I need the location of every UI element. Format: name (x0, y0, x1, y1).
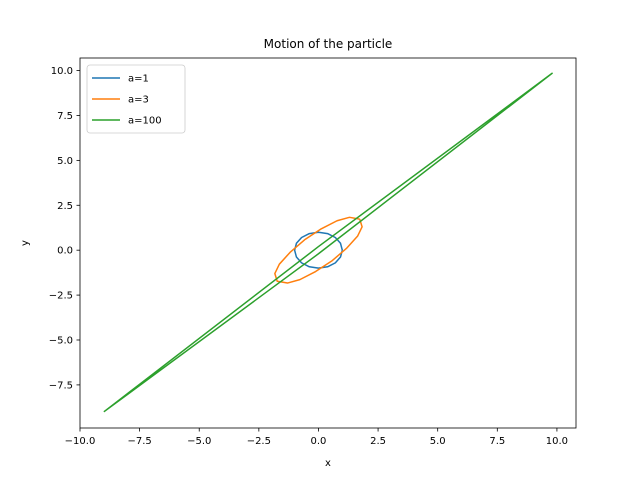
legend-label-3: a=100 (128, 116, 162, 127)
x-tick-label: 5.0 (430, 436, 446, 447)
x-axis-label: x (325, 458, 331, 469)
legend-entries: a=1 a=3 a=100 (92, 74, 162, 127)
x-tick-label: −10.0 (65, 436, 96, 447)
legend-label-2: a=3 (128, 95, 149, 106)
y-tick-label: −5.0 (49, 335, 73, 346)
x-tick-label: 0.0 (311, 436, 327, 447)
y-tick-label: 7.5 (57, 111, 73, 122)
x-tick-label: 7.5 (489, 436, 505, 447)
series-line-2 (274, 216, 363, 284)
x-tick-label: −2.5 (247, 436, 271, 447)
x-tick-label: 2.5 (370, 436, 386, 447)
x-tick-label: −5.0 (187, 436, 211, 447)
y-axis-ticks: −7.5 −5.0 −2.5 0.0 2.5 5.0 7.5 10.0 (49, 66, 80, 391)
y-axis-label: y (20, 240, 31, 246)
y-tick-label: 0.0 (57, 246, 73, 257)
chart-title: Motion of the particle (264, 37, 393, 51)
series-line-3 (103, 72, 553, 413)
x-tick-label: −7.5 (127, 436, 151, 447)
legend-label-1: a=1 (128, 74, 149, 85)
y-tick-label: 2.5 (57, 201, 73, 212)
y-tick-label: −7.5 (49, 380, 73, 391)
legend: a=1 a=3 a=100 (86, 64, 186, 134)
y-tick-label: 10.0 (51, 66, 73, 77)
legend-box (86, 64, 186, 134)
y-tick-label: 5.0 (57, 156, 73, 167)
series-layer (103, 72, 553, 413)
series-line-1 (293, 231, 344, 269)
plot-frame (79, 57, 577, 429)
y-tick-label: −2.5 (49, 291, 73, 302)
x-axis-ticks: −10.0 −7.5 −5.0 −2.5 0.0 2.5 5.0 7.5 10.0 (65, 428, 568, 447)
x-tick-label: 10.0 (546, 436, 568, 447)
